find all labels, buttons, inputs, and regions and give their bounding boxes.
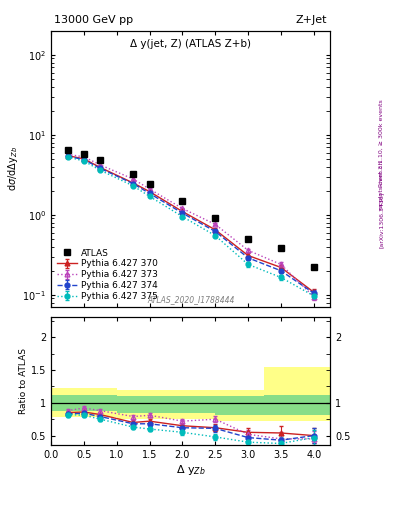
Text: 13000 GeV pp: 13000 GeV pp xyxy=(54,15,133,25)
Line: ATLAS: ATLAS xyxy=(64,146,317,271)
Legend: ATLAS, Pythia 6.427 370, Pythia 6.427 373, Pythia 6.427 374, Pythia 6.427 375: ATLAS, Pythia 6.427 370, Pythia 6.427 37… xyxy=(55,247,160,303)
ATLAS xyxy=(82,151,86,157)
ATLAS xyxy=(279,245,283,251)
Y-axis label: d$\sigma$/d$\Delta$y$_{Zb}$: d$\sigma$/d$\Delta$y$_{Zb}$ xyxy=(6,146,20,191)
Text: Z+Jet: Z+Jet xyxy=(296,15,327,25)
Text: mcplots.cern.ch: mcplots.cern.ch xyxy=(379,159,384,209)
ATLAS xyxy=(213,216,218,222)
X-axis label: Δ y$_{Zb}$: Δ y$_{Zb}$ xyxy=(176,463,206,477)
Text: [arXiv:1306.3436]: [arXiv:1306.3436] xyxy=(379,192,384,248)
Text: Δ y(jet, Z) (ATLAS Z+b): Δ y(jet, Z) (ATLAS Z+b) xyxy=(130,39,251,49)
ATLAS xyxy=(98,157,103,163)
ATLAS xyxy=(311,264,316,270)
ATLAS xyxy=(180,198,185,204)
Text: ATLAS_2020_I1788444: ATLAS_2020_I1788444 xyxy=(147,295,234,305)
ATLAS xyxy=(246,236,250,242)
Text: Rivet 3.1.10, ≥ 300k events: Rivet 3.1.10, ≥ 300k events xyxy=(379,99,384,187)
ATLAS xyxy=(65,147,70,153)
ATLAS xyxy=(147,181,152,187)
ATLAS xyxy=(131,172,136,178)
Y-axis label: Ratio to ATLAS: Ratio to ATLAS xyxy=(19,349,28,414)
